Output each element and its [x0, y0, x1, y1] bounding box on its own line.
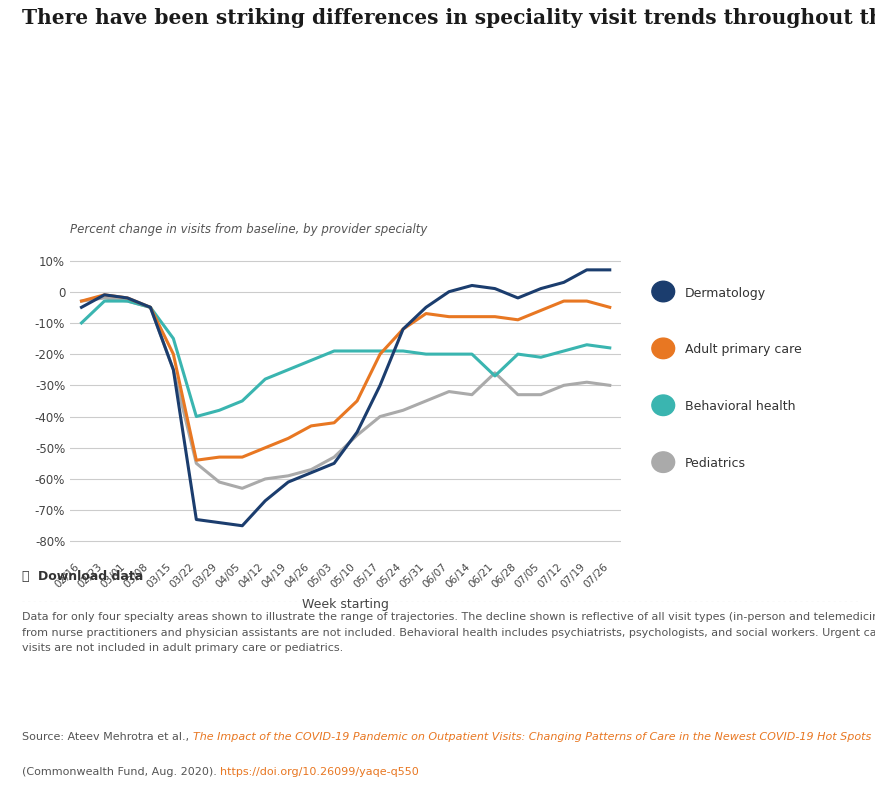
- Text: There have been striking differences in speciality visit trends throughout the p: There have been striking differences in …: [22, 8, 875, 28]
- Text: Pediatrics: Pediatrics: [685, 457, 746, 470]
- Text: Behavioral health: Behavioral health: [685, 401, 795, 413]
- Text: The Impact of the COVID-19 Pandemic on Outpatient Visits: Changing Patterns of C: The Impact of the COVID-19 Pandemic on O…: [192, 732, 871, 742]
- Text: Adult primary care: Adult primary care: [685, 344, 802, 356]
- Text: Dermatology: Dermatology: [685, 287, 766, 299]
- Text: Download data: Download data: [38, 570, 143, 583]
- Text: ⤓: ⤓: [22, 570, 30, 583]
- Text: Data for only four specialty areas shown to illustrate the range of trajectories: Data for only four specialty areas shown…: [22, 612, 875, 653]
- X-axis label: Week starting: Week starting: [302, 598, 389, 611]
- Text: Percent change in visits from baseline, by provider specialty: Percent change in visits from baseline, …: [70, 224, 427, 236]
- Text: Source: Ateev Mehrotra et al.,: Source: Ateev Mehrotra et al.,: [22, 732, 192, 742]
- Text: https://doi.org/10.26099/yaqe-q550: https://doi.org/10.26099/yaqe-q550: [220, 767, 419, 777]
- Text: (Commonwealth Fund, Aug. 2020).: (Commonwealth Fund, Aug. 2020).: [22, 767, 220, 777]
